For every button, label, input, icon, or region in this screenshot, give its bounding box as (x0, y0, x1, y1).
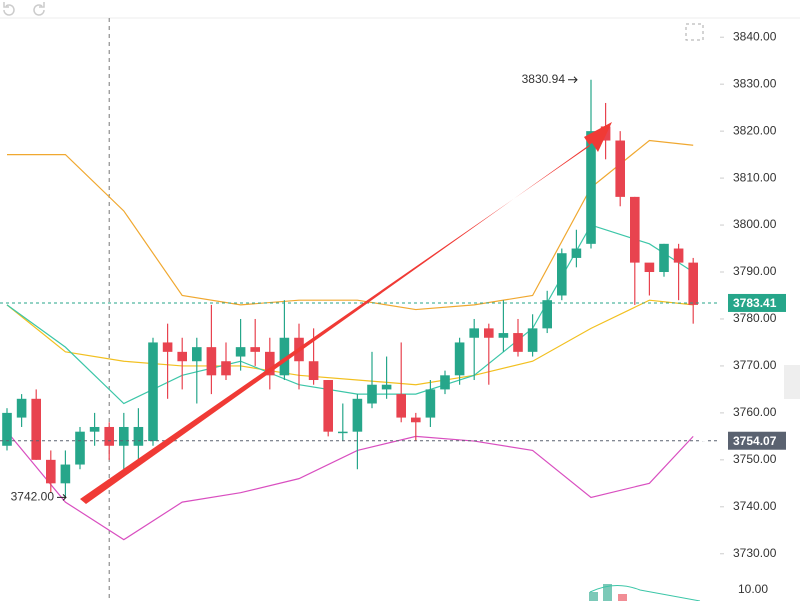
candle-body (454, 342, 465, 376)
candle-body (177, 351, 187, 362)
candle-body (469, 328, 479, 338)
indicator-line (6, 299, 694, 386)
price-tag: 3754.07 (728, 431, 786, 450)
candle-body (396, 394, 406, 418)
candle-body (381, 384, 392, 390)
price-tag-box (728, 293, 786, 312)
extreme-arrow (568, 76, 578, 84)
y-tick-label: 3800.00 (733, 217, 777, 231)
candle-body (484, 328, 494, 338)
candle-body (206, 347, 217, 376)
volume-line (589, 585, 701, 601)
arrow (80, 122, 612, 504)
candle-body (557, 253, 567, 296)
candle-body (586, 131, 596, 244)
candle-body (527, 328, 538, 352)
candle-body (148, 342, 158, 442)
extreme-label: 3742.00 (11, 490, 55, 504)
price-tag-label: 3783.41 (733, 296, 777, 310)
candle-body (338, 431, 348, 434)
candle-body (133, 426, 144, 446)
price-tag-box (728, 431, 786, 450)
candle-body (659, 243, 669, 273)
y-tick-label: 3760.00 (733, 405, 777, 419)
y-tick-label: 3740.00 (733, 499, 777, 513)
crosshair-plus: + (699, 433, 708, 450)
candle-body (31, 398, 41, 460)
volume-bars (589, 584, 627, 601)
side-handle[interactable] (784, 365, 800, 399)
candle-body (425, 389, 436, 418)
y-tick-label: 3780.00 (733, 311, 777, 325)
candle-body (367, 384, 377, 404)
extreme-arrow (57, 494, 67, 501)
price-tag-label: 3754.07 (733, 434, 777, 448)
y-tick-label: 3730.00 (733, 546, 777, 560)
candle-body (119, 426, 129, 446)
candle-body (615, 140, 625, 197)
y-tick-label: 3840.00 (733, 29, 777, 43)
candle-body (46, 459, 56, 484)
candle-body (411, 417, 421, 423)
y-tick-label: 3750.00 (733, 452, 777, 466)
candle-body (104, 426, 114, 446)
price-tag: 3783.41 (728, 293, 786, 312)
candle-body (542, 300, 552, 329)
candle-body (250, 347, 260, 352)
y-tick-label: 3810.00 (733, 170, 777, 184)
y-tick-label: 3790.00 (733, 264, 777, 278)
candle-body (16, 398, 27, 418)
extreme-label: 3830.94 (522, 72, 566, 86)
candle-body (2, 412, 12, 446)
candle-body (192, 347, 202, 362)
candle-body (279, 337, 290, 376)
y-tick-label: 3820.00 (733, 123, 777, 137)
candle-body (673, 248, 684, 263)
candle-body (688, 262, 698, 305)
candle-body (89, 426, 100, 432)
candle-body (221, 361, 231, 376)
candle-body (75, 431, 85, 465)
candle-body (513, 333, 523, 352)
fullscreen-icon[interactable] (685, 23, 704, 41)
candle-body (60, 464, 71, 484)
undo-icon[interactable] (3, 2, 15, 16)
candle-body (352, 398, 363, 432)
candle-body (323, 380, 333, 432)
volume-tick-label: 10.00 (738, 582, 768, 596)
candle-body (498, 333, 509, 338)
redo-icon[interactable] (33, 2, 45, 16)
candle-body (440, 375, 450, 390)
candle-body (630, 196, 640, 263)
y-tick-label: 3770.00 (733, 358, 777, 372)
candle-body (235, 347, 246, 357)
candle-body (571, 248, 582, 258)
candle-body (265, 351, 275, 376)
candle-body (644, 262, 655, 273)
candle-body (308, 361, 319, 381)
candle-body (162, 342, 173, 352)
y-tick-label: 3830.00 (733, 76, 777, 90)
